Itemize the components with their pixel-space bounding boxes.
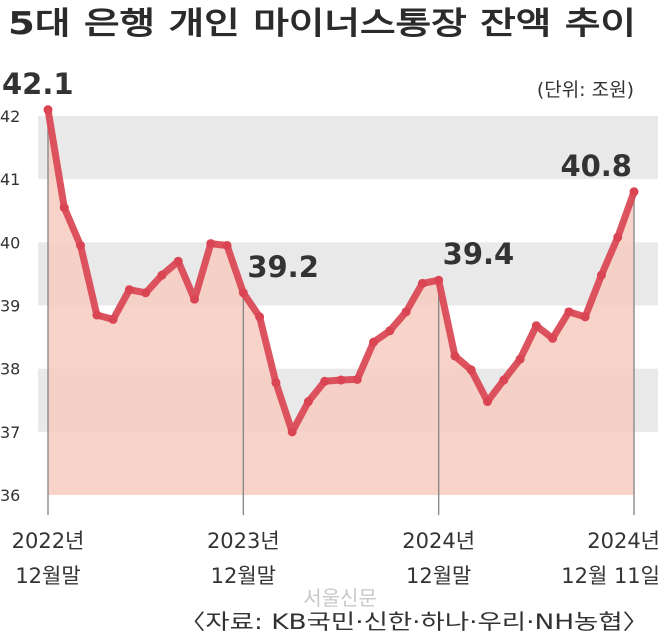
marker-lines bbox=[47, 109, 635, 515]
data-point bbox=[238, 288, 248, 298]
area-fill bbox=[48, 109, 634, 495]
data-point bbox=[434, 275, 444, 285]
data-point bbox=[450, 351, 460, 361]
data-point bbox=[596, 270, 606, 280]
data-point bbox=[417, 278, 427, 288]
y-tick-label: 36 bbox=[0, 486, 20, 505]
x-label-date: 12월말 bbox=[406, 564, 471, 588]
x-label-date: 12월말 bbox=[15, 564, 80, 588]
data-point bbox=[43, 105, 53, 115]
chart-title: 5대 은행 개인 마이너스통장 잔액 추이 bbox=[8, 6, 636, 42]
y-tick-label: 38 bbox=[0, 360, 20, 379]
data-point bbox=[369, 337, 379, 347]
x-label-year: 2023년 bbox=[207, 529, 280, 553]
data-point bbox=[173, 256, 183, 266]
data-point bbox=[385, 326, 395, 336]
x-label-year: 2024년 bbox=[587, 529, 660, 553]
data-labels: 42.1 39.2 39.4 40.8 bbox=[2, 67, 632, 284]
y-tick-label: 40 bbox=[0, 233, 20, 252]
data-point bbox=[157, 270, 167, 280]
data-point bbox=[629, 187, 639, 197]
x-label-date: 12월말 bbox=[211, 564, 276, 588]
data-points bbox=[43, 105, 639, 437]
data-point bbox=[564, 307, 574, 317]
data-point bbox=[222, 240, 232, 250]
data-point bbox=[466, 365, 476, 375]
data-point bbox=[401, 307, 411, 317]
data-label: 42.1 bbox=[2, 67, 74, 101]
data-point bbox=[531, 321, 541, 331]
y-axis-ticks: 36 37 38 39 40 41 42 bbox=[0, 107, 20, 505]
data-point bbox=[76, 240, 86, 250]
x-label-year: 2024년 bbox=[402, 529, 475, 553]
data-point bbox=[548, 333, 558, 343]
data-point bbox=[108, 314, 118, 324]
y-tick-label: 37 bbox=[0, 423, 20, 442]
x-label-date: 12월 11일 bbox=[561, 564, 660, 588]
data-point bbox=[92, 310, 102, 320]
data-point bbox=[190, 294, 199, 304]
area-path bbox=[48, 109, 634, 495]
data-point bbox=[206, 239, 216, 249]
grid-band bbox=[38, 116, 658, 180]
data-label: 40.8 bbox=[560, 149, 632, 183]
data-point bbox=[580, 312, 590, 322]
x-axis-labels: 2022년 12월말 2023년 12월말 2024년 12월말 2024년 12월 11일 bbox=[12, 529, 660, 588]
data-point bbox=[483, 397, 492, 407]
data-point bbox=[515, 354, 525, 364]
data-label: 39.2 bbox=[247, 250, 319, 284]
y-tick-label: 41 bbox=[0, 170, 20, 189]
data-point bbox=[336, 375, 346, 385]
data-point bbox=[271, 378, 281, 388]
x-label-year: 2022년 bbox=[12, 529, 85, 553]
data-point bbox=[352, 374, 362, 384]
source-label: 〈자료: KB국민·신한·하나·우리·NH농협〉 bbox=[179, 610, 649, 634]
data-point bbox=[303, 397, 313, 407]
data-point bbox=[320, 376, 330, 386]
y-tick-label: 42 bbox=[0, 107, 20, 126]
data-point bbox=[255, 312, 265, 322]
y-tick-label: 39 bbox=[0, 297, 20, 316]
unit-label: (단위: 조원) bbox=[537, 79, 634, 101]
data-label: 39.4 bbox=[443, 237, 515, 271]
data-point bbox=[287, 427, 297, 437]
data-point bbox=[59, 203, 69, 213]
watermark: 서울신문 bbox=[303, 586, 377, 610]
data-point bbox=[141, 288, 151, 298]
data-point bbox=[499, 375, 509, 385]
data-point bbox=[124, 285, 134, 295]
data-point bbox=[613, 232, 623, 242]
